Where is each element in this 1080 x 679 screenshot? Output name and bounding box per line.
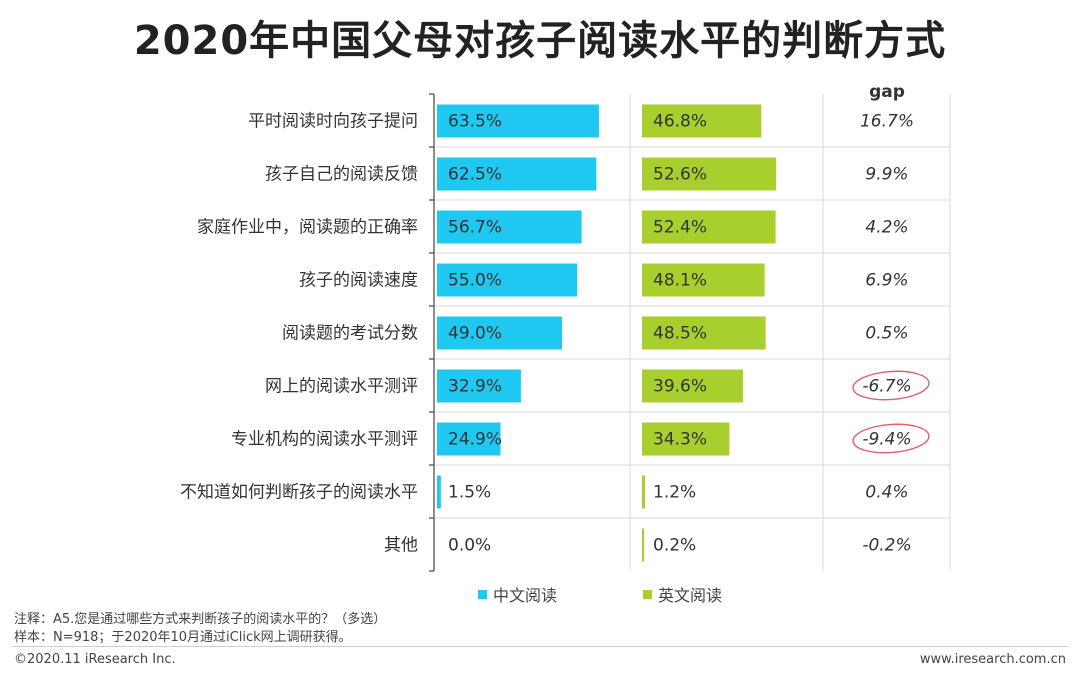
bar-chinese-value: 63.5% — [448, 112, 502, 132]
gap-value: -6.7% — [862, 377, 911, 397]
category-label: 孩子自己的阅读反馈 — [265, 165, 418, 185]
legend-english-swatch — [643, 590, 652, 599]
footnote-question: 注释：A5.您是通过哪些方式来判断孩子的阅读水平的？（多选） — [14, 612, 387, 627]
legend-english: 英文阅读 — [643, 582, 722, 606]
bar-english-value: 0.2% — [653, 536, 696, 556]
category-label: 平时阅读时向孩子提问 — [248, 112, 418, 132]
bar-chinese — [437, 422, 501, 456]
category-label: 孩子的阅读速度 — [299, 271, 418, 291]
bar-english-value: 48.1% — [653, 271, 707, 291]
category-label: 不知道如何判断孩子的阅读水平 — [180, 483, 418, 503]
page-title: 2020年中国父母对孩子阅读水平的判断方式 — [133, 18, 947, 64]
gap-highlight-circle — [852, 423, 930, 454]
bar-english — [642, 210, 776, 244]
category-label: 网上的阅读水平测评 — [265, 377, 418, 397]
bar-english — [642, 104, 762, 138]
bar-chinese — [437, 104, 599, 138]
bar-english — [642, 528, 644, 562]
bar-chart: gap 平时阅读时向孩子提问 63.5% 46.8% 16.7% 孩子自己的阅读反馈 62.… — [180, 82, 951, 572]
legend-chinese-label: 中文阅读 — [493, 586, 558, 605]
bar-chinese-value: 24.9% — [448, 430, 502, 450]
bar-english — [642, 475, 646, 509]
bar-english-value: 52.6% — [653, 165, 707, 185]
bar-english — [642, 369, 743, 403]
bar-english — [642, 316, 766, 350]
legend-chinese-swatch — [478, 590, 487, 599]
bar-english-value: 1.2% — [653, 483, 696, 503]
bar-chinese-value: 56.7% — [448, 218, 502, 238]
gap-value: -9.4% — [862, 430, 911, 450]
bar-english-value: 39.6% — [653, 377, 707, 397]
footnote-sample: 样本：N=918；于2020年10月通过iClick网上调研获得。 — [14, 630, 352, 645]
gap-value: 0.4% — [865, 483, 908, 503]
gap-value: 6.9% — [865, 271, 908, 291]
bar-chinese-value: 55.0% — [448, 271, 502, 291]
bar-english-value: 46.8% — [653, 112, 707, 132]
footer-divider — [12, 646, 1068, 647]
bar-chinese-value: 62.5% — [448, 165, 502, 185]
category-label: 阅读题的考试分数 — [282, 324, 418, 344]
bar-chinese — [437, 316, 562, 350]
gap-value: 0.5% — [865, 324, 908, 344]
gap-header: gap — [869, 82, 905, 102]
bar-chinese — [437, 263, 578, 297]
gap-value: 16.7% — [860, 112, 914, 132]
bar-chinese — [437, 210, 582, 244]
category-label: 专业机构的阅读水平测评 — [231, 430, 418, 450]
gap-value: 9.9% — [865, 165, 908, 185]
bar-chinese — [437, 475, 441, 509]
bar-english — [642, 263, 765, 297]
category-label: 其他 — [384, 536, 418, 556]
bar-chinese-value: 32.9% — [448, 377, 502, 397]
bar-english — [642, 157, 777, 191]
gap-value: 4.2% — [865, 218, 908, 238]
gap-highlight-circle — [852, 370, 930, 401]
bar-english — [642, 422, 730, 456]
gap-value: -0.2% — [862, 536, 911, 556]
bar-chinese-value: 1.5% — [448, 483, 491, 503]
bar-chinese — [437, 369, 521, 403]
bar-chinese-value: 0.0% — [448, 536, 491, 556]
bar-english-value: 34.3% — [653, 430, 707, 450]
category-label: 家庭作业中，阅读题的正确率 — [197, 218, 418, 238]
bar-chinese-value: 49.0% — [448, 324, 502, 344]
bar-english-value: 52.4% — [653, 218, 707, 238]
copyright-text: ©2020.11 iResearch Inc. — [14, 652, 176, 667]
bar-chinese — [437, 157, 597, 191]
legend-chinese: 中文阅读 — [478, 582, 557, 606]
legend-english-label: 英文阅读 — [658, 586, 723, 605]
bar-english-value: 48.5% — [653, 324, 707, 344]
website-link: www.iresearch.com.cn — [919, 652, 1066, 667]
